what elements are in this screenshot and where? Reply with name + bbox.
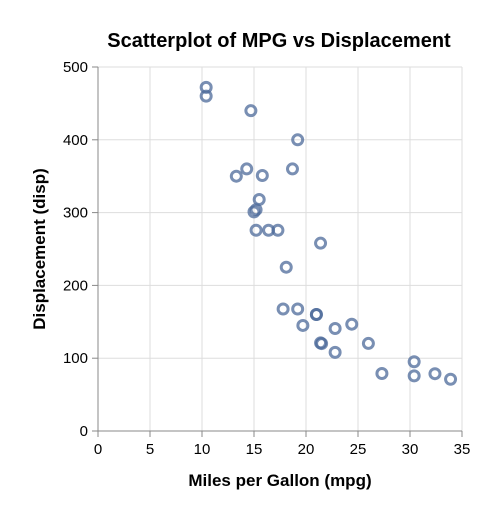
scatter-point: [291, 302, 305, 316]
scatter-point: [345, 317, 359, 331]
x-tick-label: 15: [246, 441, 263, 458]
scatter-point: [271, 223, 285, 237]
scatter-point: [315, 337, 329, 351]
x-tick-label: 35: [454, 441, 471, 458]
scatter-point: [375, 366, 389, 380]
scatter-point: [255, 168, 269, 182]
scatter-point: [249, 223, 263, 237]
x-tick-label: 0: [94, 441, 102, 458]
scatter-point: [229, 169, 243, 183]
scatter-point: [276, 302, 290, 316]
scatter-point: [247, 205, 261, 219]
x-tick-label: 25: [350, 441, 367, 458]
scatter-point: [428, 367, 442, 381]
x-tick-label: 5: [146, 441, 154, 458]
scatter-point: [252, 192, 266, 206]
chart-title: Scatterplot of MPG vs Displacement: [107, 30, 451, 52]
axes: 0 5 10 15 20 25 30 35 0 100 200 300 400 500: [63, 59, 470, 458]
scatter-point: [249, 203, 263, 217]
scatter-point: [309, 308, 323, 322]
y-tick-label: 300: [63, 205, 88, 222]
scatter-point: [407, 355, 421, 369]
y-tick-label: 500: [63, 59, 88, 76]
y-tick-label: 0: [80, 423, 88, 440]
scatter-point: [244, 104, 258, 118]
grid: [97, 66, 463, 432]
y-tick-label: 200: [63, 277, 88, 294]
x-tick-label: 30: [402, 441, 419, 458]
scatter-point: [296, 318, 310, 332]
x-axis-title: Miles per Gallon (mpg): [188, 471, 371, 490]
y-tick-label: 400: [63, 132, 88, 149]
y-axis-title: Displacement (disp): [30, 168, 49, 330]
data-points: [199, 80, 458, 386]
scatter-point: [314, 236, 328, 250]
scatter-point: [279, 260, 293, 274]
x-tick-label: 10: [194, 441, 211, 458]
scatter-point: [328, 321, 342, 335]
scatter-point: [291, 133, 305, 147]
scatter-point: [407, 369, 421, 383]
scatter-point: [328, 345, 342, 359]
scatter-point: [444, 372, 458, 386]
x-tick-label: 20: [298, 441, 315, 458]
y-tick-label: 100: [63, 350, 88, 367]
scatter-point: [361, 336, 375, 350]
scatter-point: [199, 89, 213, 103]
scatter-point: [240, 162, 254, 176]
scatter-point: [285, 162, 299, 176]
